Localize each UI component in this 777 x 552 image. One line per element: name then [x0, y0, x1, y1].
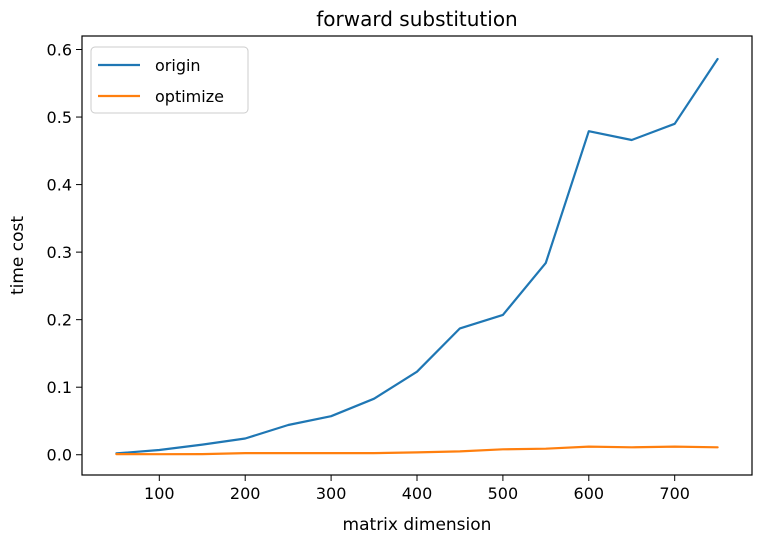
x-tick-label: 100: [144, 484, 175, 503]
legend-label-optimize: optimize: [155, 87, 224, 106]
chart-title: forward substitution: [316, 7, 517, 31]
y-tick-label: 0.0: [47, 446, 72, 465]
legend: origin optimize: [90, 46, 249, 114]
y-axis-ticks: 0.0 0.1 0.2 0.3 0.4 0.5 0.6: [47, 41, 82, 465]
legend-label-origin: origin: [155, 56, 201, 75]
x-tick-label: 500: [488, 484, 519, 503]
y-tick-label: 0.2: [47, 311, 72, 330]
x-tick-label: 700: [659, 484, 690, 503]
series-line-origin: [115, 57, 719, 455]
x-tick-label: 400: [402, 484, 433, 503]
y-tick-label: 0.5: [47, 108, 72, 127]
x-axis-ticks: 100 200 300 400 500 600 700: [144, 475, 690, 503]
y-axis-label: time cost: [8, 216, 28, 295]
y-tick-label: 0.4: [47, 176, 72, 195]
series-layer: [115, 57, 719, 456]
series-line-optimize: [115, 445, 719, 456]
x-tick-label: 600: [574, 484, 605, 503]
y-tick-label: 0.6: [47, 41, 72, 60]
y-tick-label: 0.1: [47, 378, 72, 397]
x-tick-label: 200: [230, 484, 261, 503]
x-tick-label: 300: [316, 484, 347, 503]
y-tick-label: 0.3: [47, 243, 72, 262]
x-axis-label: matrix dimension: [343, 515, 492, 535]
